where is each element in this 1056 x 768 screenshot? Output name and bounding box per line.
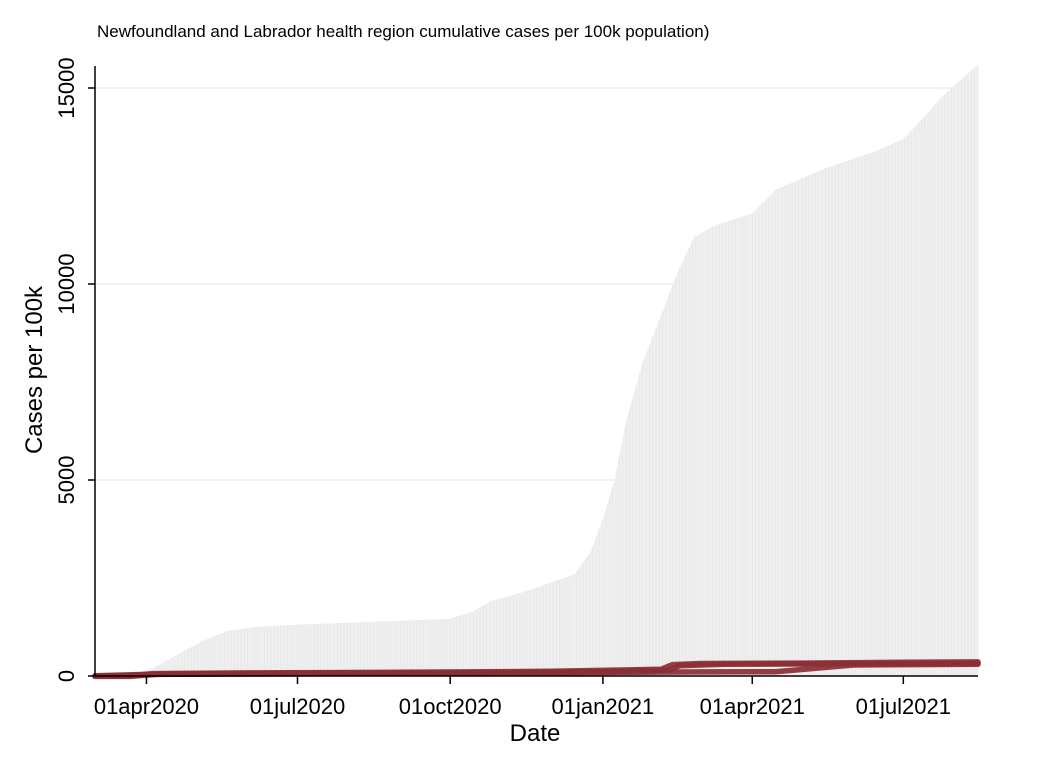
line-series [92, 659, 981, 680]
y-axis-label: Cases per 100k [21, 285, 48, 454]
area-series [95, 64, 979, 676]
x-tick-label-3: 01jan2021 [552, 694, 655, 719]
x-tick-label-1: 01jul2020 [250, 694, 345, 719]
y-tick-label-3: 15000 [54, 57, 79, 118]
chart-title: Newfoundland and Labrador health region … [97, 22, 709, 41]
x-tick-label-5: 01jul2021 [856, 694, 951, 719]
ticks: 0 5000 10000 15000 01apr2020 01jul2020 01oct20… [54, 57, 951, 719]
area-series-0 [95, 64, 978, 676]
y-tick-label-2: 10000 [54, 253, 79, 314]
x-tick-label-0: 01apr2020 [94, 694, 199, 719]
x-tick-label-4: 01apr2021 [700, 694, 805, 719]
area-spikes-0 [98, 64, 979, 676]
axes [94, 66, 978, 677]
y-tick-label-0: 0 [54, 670, 79, 682]
x-tick-label-2: 01oct2020 [399, 694, 502, 719]
y-tick-label-1: 5000 [54, 456, 79, 505]
line-series-3 [92, 661, 981, 679]
x-axis-label: Date [510, 720, 561, 747]
